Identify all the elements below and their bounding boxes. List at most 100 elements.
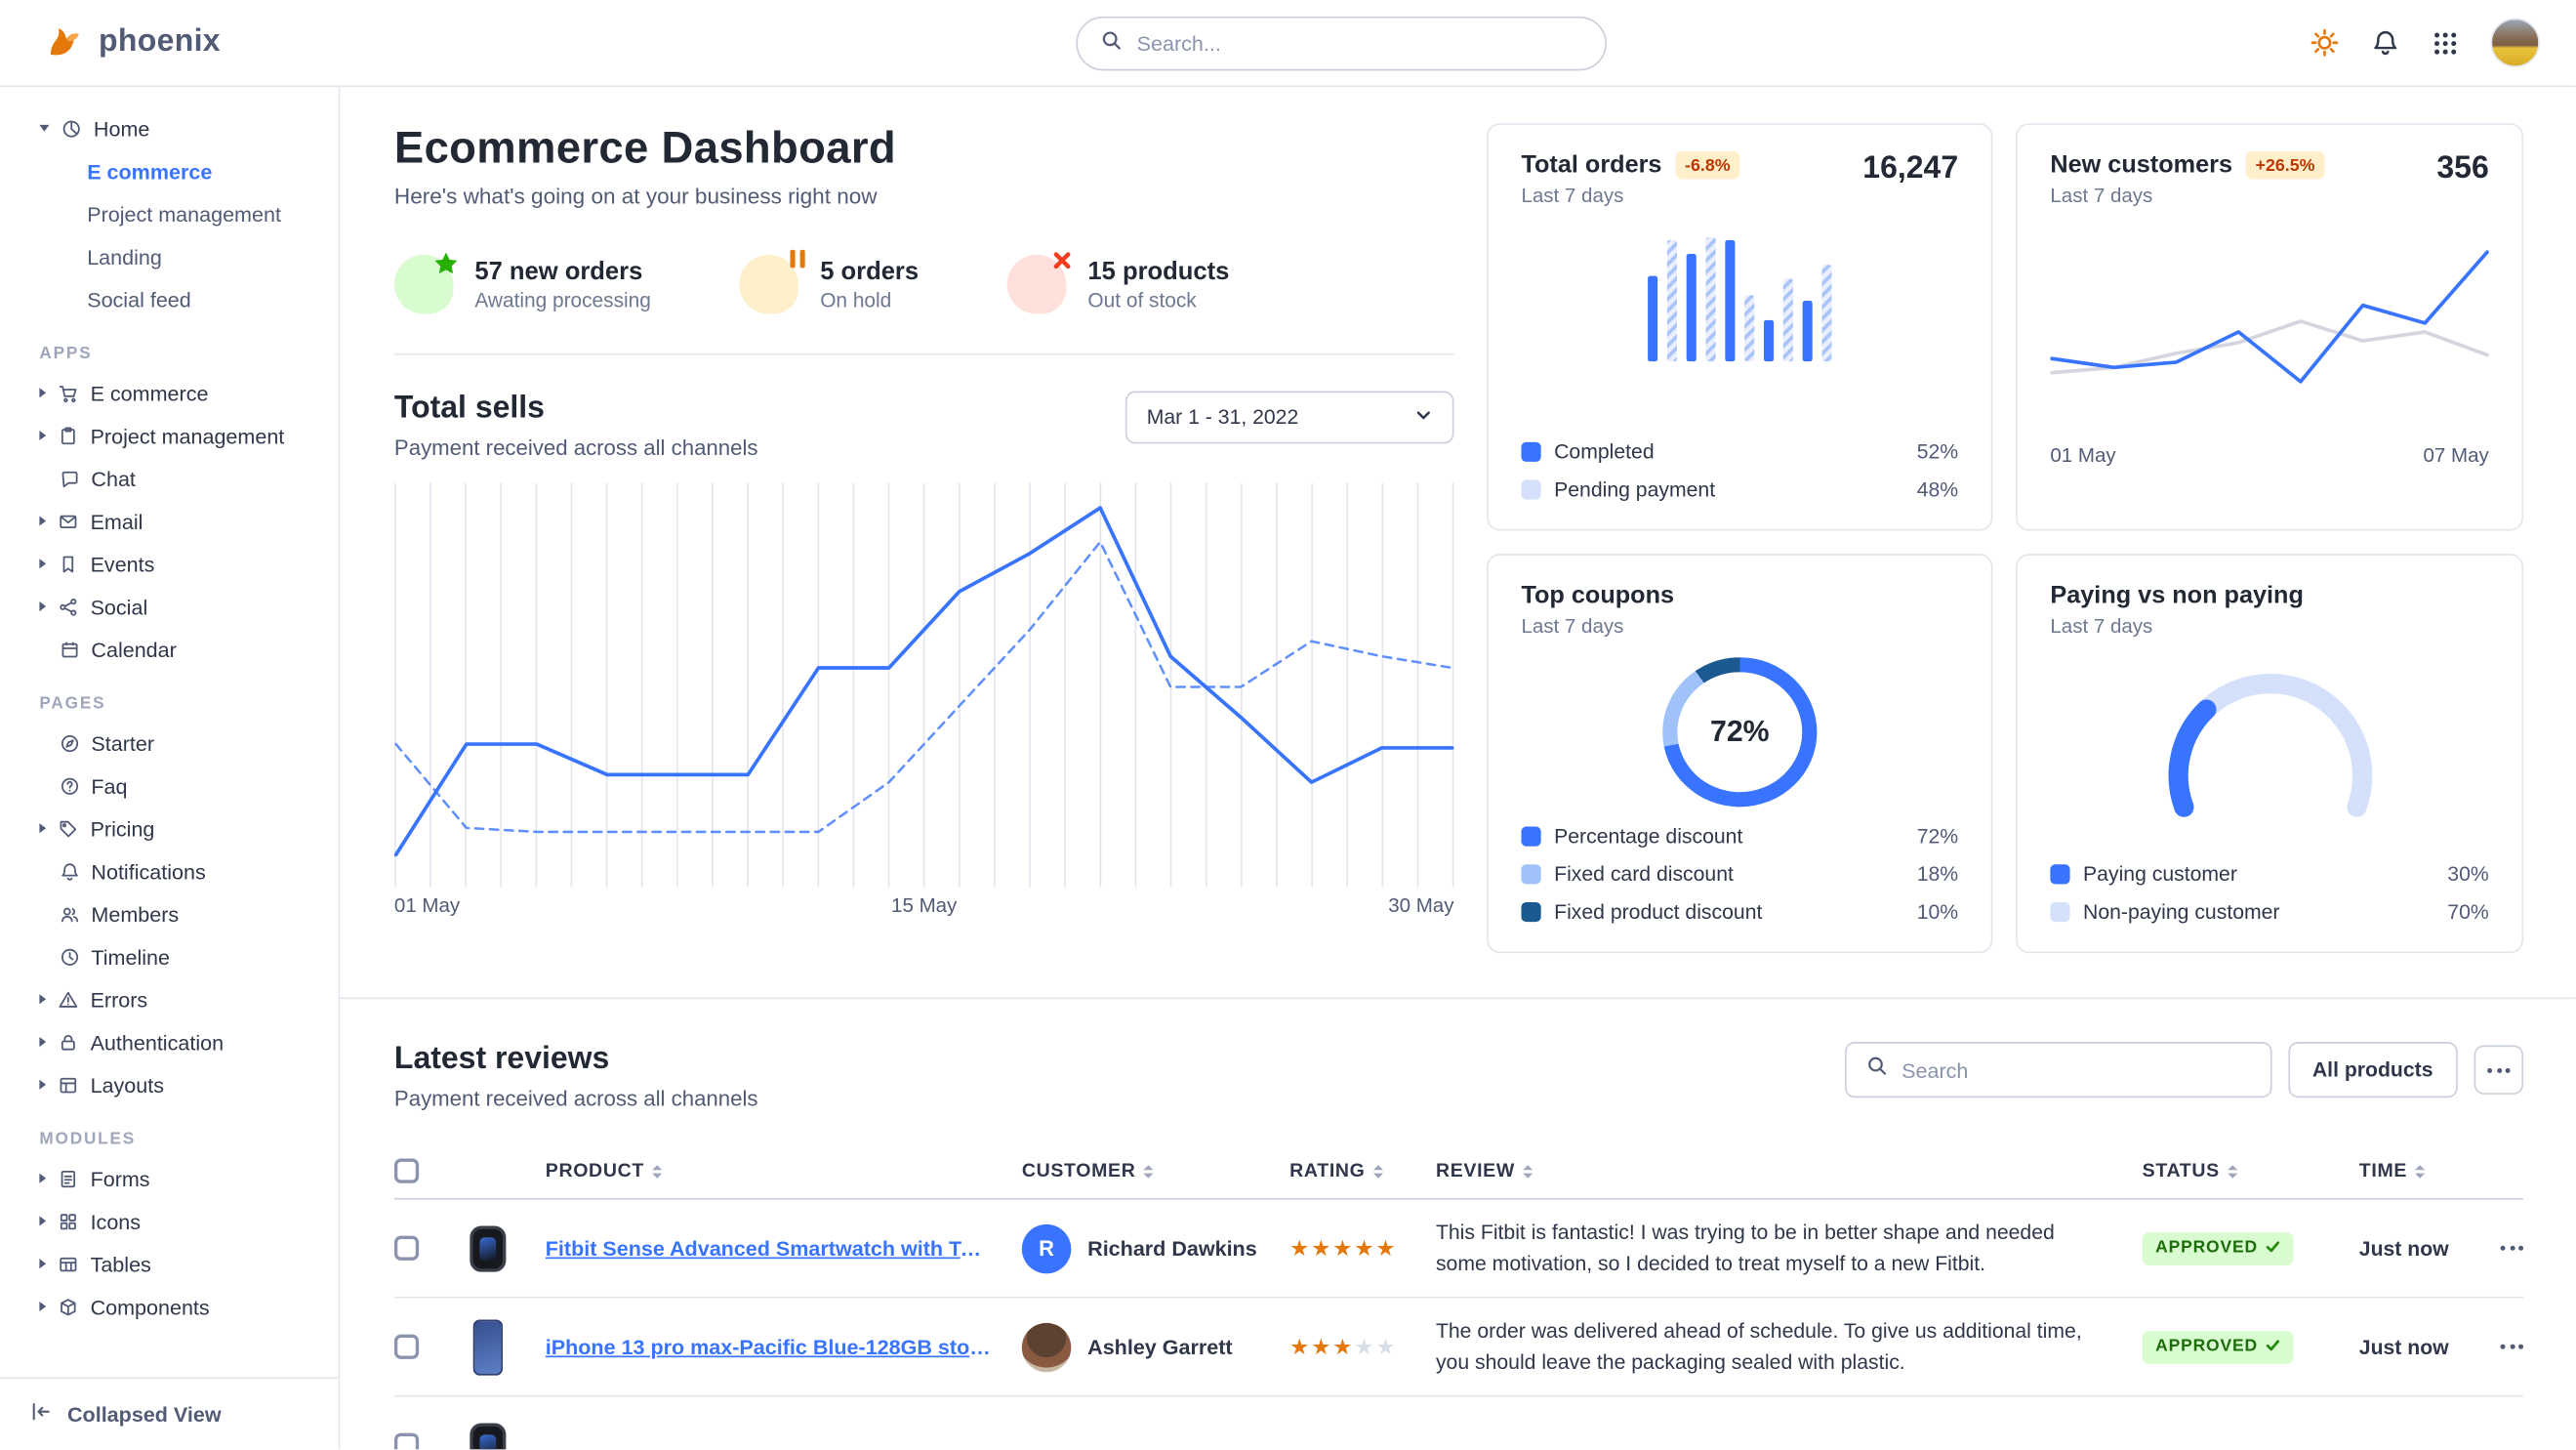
customer-cell: Ashley Garrett [1021,1321,1289,1372]
sidebar-item-authentication[interactable]: Authentication [13,1020,325,1063]
sort-icon [2228,1164,2238,1178]
clipboard-icon [58,425,79,446]
table-icon [58,1253,79,1274]
total-sells-subtitle: Payment received across all channels [393,435,758,461]
column-header-time[interactable]: TIME [2359,1160,2474,1181]
card-title: Paying vs non paying [2050,581,2304,610]
global-search[interactable] [1076,16,1607,71]
legend-row: Non-paying customer 70% [2050,895,2489,929]
date-range-select[interactable]: Mar 1 - 31, 2022 [1124,391,1454,444]
reviews-search[interactable] [1844,1042,2271,1098]
bell-icon [59,860,80,882]
collapse-label: Collapsed View [67,1401,222,1427]
product-image[interactable] [450,1407,526,1450]
legend-swatch [2050,864,2070,885]
sidebar-item-project-management-app[interactable]: Project management [13,414,325,457]
new-customers-card: New customers +26.5% Last 7 days 356 01 … [2016,123,2524,531]
lock-icon [58,1031,79,1053]
collapse-arrow-icon [29,1400,53,1429]
legend-value: 18% [1916,862,1959,887]
notifications-button[interactable] [2371,28,2400,58]
row-actions-button[interactable] [2474,1344,2524,1349]
select-all-checkbox[interactable] [393,1158,420,1183]
legend-swatch [1521,864,1541,885]
column-header-rating[interactable]: RATING [1289,1160,1436,1181]
product-image-iphone[interactable] [450,1308,526,1385]
column-header-review[interactable]: REVIEW [1436,1160,2143,1181]
column-header-status[interactable]: STATUS [2143,1160,2359,1181]
stat-value: 15 products [1087,257,1230,286]
sidebar-item-forms[interactable]: Forms [13,1157,325,1200]
product-image-smartwatch[interactable] [450,1210,526,1286]
legend-value: 70% [2447,900,2489,924]
column-header-product[interactable]: PRODUCT [546,1160,1022,1181]
sidebar-item-social-feed[interactable]: Social feed [87,286,191,311]
customer-avatar [1021,1321,1072,1372]
axis-label: 01 May [393,893,461,918]
theme-toggle-button[interactable] [2310,28,2339,58]
sidebar-section-pages: PAGES [39,694,106,714]
sidebar-nav: Home E commerce Project management Landi… [0,87,339,1377]
row-actions-button[interactable] [2474,1245,2524,1251]
reviews-search-input[interactable] [1901,1057,2250,1083]
brand-name: phoenix [98,24,221,60]
reviews-table: PRODUCT CUSTOMER RATING REVIEW [393,1143,2524,1450]
sidebar-item-label: Home [93,115,150,141]
reviews-more-button[interactable] [2474,1045,2524,1095]
sidebar-item-tables[interactable]: Tables [13,1242,325,1285]
product-link[interactable]: iPhone 13 pro max-Pacific Blue-128GB sto… [545,1334,1014,1359]
column-header-customer[interactable]: CUSTOMER [1022,1160,1289,1181]
product-link[interactable]: Fitbit Sense Advanced Smartwatch with To… [545,1235,1022,1261]
sidebar-item-starter[interactable]: Starter [13,722,325,765]
caret-right-icon [39,430,47,441]
apps-grid-button[interactable] [2432,28,2460,57]
sidebar-item-errors[interactable]: Errors [13,977,325,1020]
sidebar-item-ecommerce[interactable]: E commerce [87,158,213,184]
collapse-sidebar-button[interactable]: Collapsed View [0,1377,339,1449]
stat-new-orders: 57 new orders Awating processing [393,252,651,314]
sidebar-item-events[interactable]: Events [13,542,325,585]
sidebar-item-members[interactable]: Members [13,892,325,935]
sidebar-item-social[interactable]: Social [13,585,325,628]
sidebar-item-home[interactable]: Home [13,106,325,149]
sidebar-item-email[interactable]: Email [13,500,325,543]
paying-gauge-chart [2130,644,2409,818]
card-period: Last 7 days [2050,184,2153,208]
sidebar-item-icons[interactable]: Icons [13,1200,325,1243]
sidebar-item-notifications[interactable]: Notifications [13,849,325,892]
tag-icon [58,817,79,839]
sort-icon [1143,1164,1155,1178]
sidebar-item-components[interactable]: Components [13,1285,325,1328]
reviews-subtitle: Payment received across all channels [393,1086,758,1111]
more-icon [2500,1245,2524,1251]
star-icon [432,250,461,278]
table-row: Fitbit Sense Advanced Smartwatch with To… [393,1200,2524,1299]
brand-logo[interactable]: phoenix [43,18,221,68]
sidebar-item-chat[interactable]: Chat [13,457,325,500]
user-avatar[interactable] [2490,18,2540,68]
sidebar-item-layouts[interactable]: Layouts [13,1063,325,1106]
search-input[interactable] [1136,30,1582,57]
legend-row: Percentage discount 72% [1521,820,1958,853]
customer-name: Ashley Garrett [1087,1334,1233,1359]
sidebar-item-faq[interactable]: Faq [13,765,325,808]
select-row-checkbox[interactable] [393,1235,420,1261]
sidebar-item-project-management[interactable]: Project management [87,201,281,227]
all-products-button[interactable]: All products [2287,1042,2458,1098]
alert-triangle-icon [58,988,79,1010]
sidebar-item-pricing[interactable]: Pricing [13,807,325,849]
sidebar-section-apps: APPS [39,345,93,363]
legend-label: Non-paying customer [2083,900,2280,924]
sidebar-item-timeline[interactable]: Timeline [13,935,325,978]
sidebar-item-landing[interactable]: Landing [87,243,162,269]
select-row-checkbox[interactable] [393,1334,420,1359]
sidebar-item-ecommerce-app[interactable]: E commerce [13,371,325,414]
sort-icon [2415,1164,2426,1178]
trend-badge: +26.5% [2245,150,2325,180]
star-empty-icon: ★ [1375,1334,1396,1359]
sidebar-item-calendar[interactable]: Calendar [13,628,325,671]
file-text-icon [58,1168,79,1189]
x-icon [1051,250,1073,271]
select-row-checkbox[interactable] [393,1432,420,1450]
